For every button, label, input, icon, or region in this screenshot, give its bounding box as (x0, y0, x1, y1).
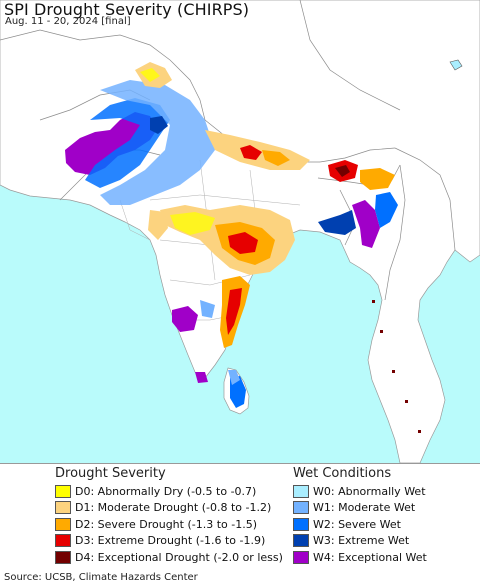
legend-label: W1: Moderate Wet (313, 501, 416, 514)
w3-small-nw (150, 116, 168, 134)
legend-label: W3: Extreme Wet (313, 534, 410, 547)
legend-label: D1: Moderate Drought (-0.8 to -1.2) (75, 501, 272, 514)
d0-central (170, 212, 215, 235)
legend-item-drought-2: D2: Severe Drought (-1.3 to -1.5) (55, 517, 257, 531)
d4-ne (335, 165, 350, 177)
w4-southtip (195, 372, 208, 383)
legend-label: D2: Severe Drought (-1.3 to -1.5) (75, 517, 258, 531)
legend-item-wet-4: W4: Exceptional Wet (293, 550, 427, 564)
legend-swatch (55, 517, 71, 531)
legend-label: W4: Exceptional Wet (313, 550, 427, 564)
w1-srilanka (228, 370, 240, 385)
d2-ne (360, 168, 395, 190)
drought-map (0, 0, 480, 463)
legend-label: D3: Extreme Drought (-1.6 to -1.9) (75, 534, 266, 547)
legend-item-drought-1: D1: Moderate Drought (-0.8 to -1.2) (55, 501, 271, 515)
lake-ne (449, 59, 463, 71)
legend-label: W2: Severe Wet (313, 517, 401, 531)
w1-south (200, 300, 215, 318)
w1-northwest (100, 80, 215, 205)
w4-pakistan (65, 112, 158, 175)
legend-swatch (55, 501, 71, 514)
source-credit: Source: UCSB, Climate Hazards Center (4, 572, 198, 583)
legend-item-wet-1: W1: Moderate Wet (293, 501, 415, 515)
legend-swatch (55, 534, 71, 547)
d2-gangetic (262, 150, 290, 166)
w2-northwest (85, 98, 170, 188)
w2-northeast (375, 192, 398, 228)
legend-item-wet-2: W2: Severe Wet (293, 517, 401, 531)
legend-divider (0, 463, 480, 464)
legend-item-drought-3: D3: Extreme Drought (-1.6 to -1.9) (55, 534, 265, 548)
legend-item-wet-0: W0: Abnormally Wet (293, 484, 426, 498)
legend-swatch (293, 517, 309, 531)
legend-swatch (293, 501, 309, 514)
d3-gangetic (240, 145, 262, 160)
d1-west (148, 210, 168, 240)
legend-label: D0: Abnormally Dry (-0.5 to -0.7) (75, 484, 257, 498)
legend-swatch (55, 484, 71, 498)
date-range: Aug. 11 - 20, 2024 [final] (5, 16, 131, 27)
legend-item-drought-4: D4: Exceptional Drought (-2.0 or less) (55, 550, 283, 564)
legend-item-drought-0: D0: Abnormally Dry (-0.5 to -0.7) (55, 484, 256, 498)
legend-swatch (55, 550, 71, 564)
legend-item-wet-3: W3: Extreme Wet (293, 534, 409, 548)
w4-south (172, 306, 198, 332)
w2-srilanka (230, 376, 246, 408)
wet-legend-heading: Wet Conditions (293, 466, 392, 481)
d0-north (140, 68, 160, 82)
legend-swatch (293, 534, 309, 547)
d3-eastcoast (226, 288, 242, 335)
myanmar-coast-spots (372, 300, 421, 433)
w3-bangladesh (318, 210, 356, 235)
d3-central (228, 232, 258, 254)
legend-label: D4: Exceptional Drought (-2.0 or less) (75, 550, 283, 564)
legend-swatch (293, 484, 309, 498)
legend-label: W0: Abnormally Wet (313, 484, 426, 498)
page-title: SPI Drought Severity (CHIRPS) (4, 0, 250, 19)
legend-swatch (293, 550, 309, 564)
drought-legend-heading: Drought Severity (55, 466, 166, 481)
w4-bangladesh (352, 200, 380, 248)
